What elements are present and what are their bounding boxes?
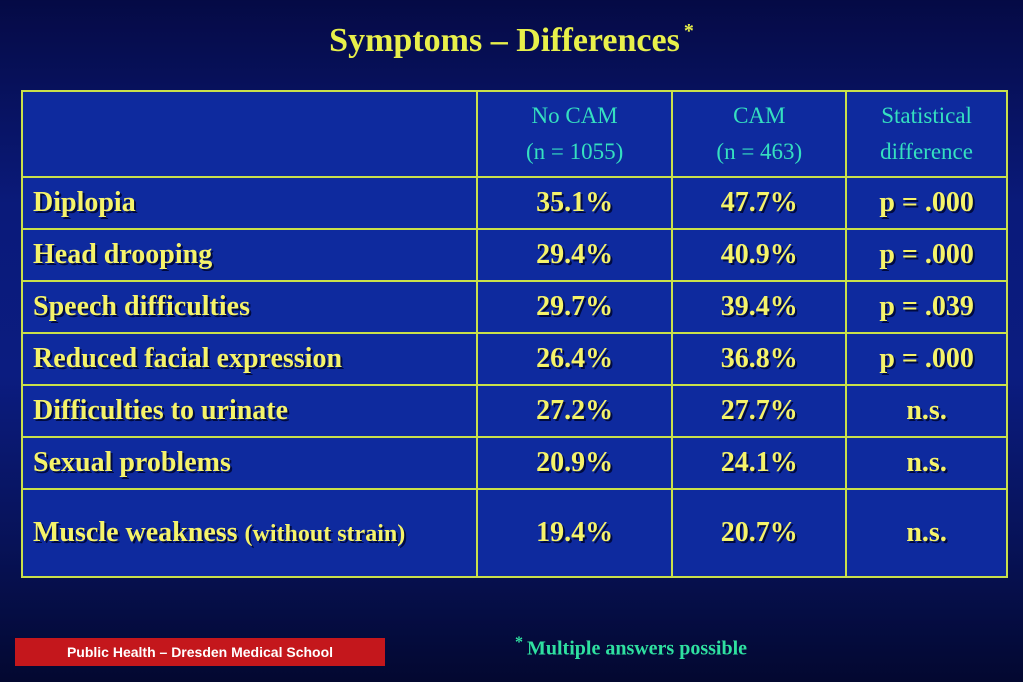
slide-title-text: Symptoms – Differences — [329, 22, 680, 59]
row-label: Sexual problems — [21, 436, 478, 490]
row-label: Difficulties to urinate — [21, 384, 478, 438]
cam-value: 36.8% — [671, 332, 848, 386]
symptoms-table: No CAM (n = 1055) CAM (n = 463) Statisti… — [21, 90, 1008, 578]
table-row: Head drooping 29.4% 40.9% p = .000 — [21, 228, 1008, 282]
row-label: Head drooping — [21, 228, 478, 282]
no-cam-value: 19.4% — [475, 488, 674, 578]
header-diff-line2: difference — [880, 139, 973, 164]
header-cell-empty — [21, 90, 478, 178]
row-label: Diplopia — [21, 176, 478, 230]
slide-title: Symptoms – Differences * — [0, 20, 1023, 60]
row-label-qualifier: (without strain) — [244, 520, 406, 547]
cam-value: 20.7% — [671, 488, 848, 578]
statistical-difference-value: p = .000 — [845, 332, 1008, 386]
header-cam-line1: CAM — [733, 103, 786, 128]
statistical-difference-value: p = .000 — [845, 176, 1008, 230]
title-footnote-marker: * — [683, 20, 694, 42]
header-cam: CAM (n = 463) — [671, 90, 848, 178]
table-header-row: No CAM (n = 1055) CAM (n = 463) Statisti… — [21, 90, 1008, 178]
footnote: * Multiple answers possible — [515, 634, 747, 661]
table-row: Muscle weakness (without strain) 19.4% 2… — [21, 488, 1008, 578]
no-cam-value: 20.9% — [475, 436, 674, 490]
row-label: Reduced facial expression — [21, 332, 478, 386]
header-cam-line2: (n = 463) — [716, 139, 803, 164]
cam-value: 40.9% — [671, 228, 848, 282]
table-row: Difficulties to urinate 27.2% 27.7% n.s. — [21, 384, 1008, 438]
statistical-difference-value: p = .039 — [845, 280, 1008, 334]
table-row: Reduced facial expression 26.4% 36.8% p … — [21, 332, 1008, 386]
table-row: Speech difficulties 29.7% 39.4% p = .039 — [21, 280, 1008, 334]
footnote-text: Multiple answers possible — [527, 637, 748, 660]
header-statistical-difference: Statistical difference — [845, 90, 1008, 178]
header-no-cam-line2: (n = 1055) — [525, 139, 624, 164]
no-cam-value: 29.7% — [475, 280, 674, 334]
cam-value: 27.7% — [671, 384, 848, 438]
cam-value: 39.4% — [671, 280, 848, 334]
cam-value: 47.7% — [671, 176, 848, 230]
no-cam-value: 27.2% — [475, 384, 674, 438]
no-cam-value: 35.1% — [475, 176, 674, 230]
table-row: Sexual problems 20.9% 24.1% n.s. — [21, 436, 1008, 490]
statistical-difference-value: p = .000 — [845, 228, 1008, 282]
row-label: Speech difficulties — [21, 280, 478, 334]
row-label: Muscle weakness — [33, 516, 238, 548]
header-diff-line1: Statistical — [881, 103, 972, 128]
header-no-cam: No CAM (n = 1055) — [475, 90, 674, 178]
header-no-cam-line1: No CAM — [531, 103, 618, 128]
statistical-difference-value: n.s. — [845, 488, 1008, 578]
cam-value: 24.1% — [671, 436, 848, 490]
footer-institution-label: Public Health – Dresden Medical School — [15, 638, 385, 666]
no-cam-value: 29.4% — [475, 228, 674, 282]
row-label-cell: Muscle weakness (without strain) — [21, 488, 478, 578]
statistical-difference-value: n.s. — [845, 384, 1008, 438]
statistical-difference-value: n.s. — [845, 436, 1008, 490]
table-row: Diplopia 35.1% 47.7% p = .000 — [21, 176, 1008, 230]
footnote-marker: * — [515, 634, 523, 651]
no-cam-value: 26.4% — [475, 332, 674, 386]
